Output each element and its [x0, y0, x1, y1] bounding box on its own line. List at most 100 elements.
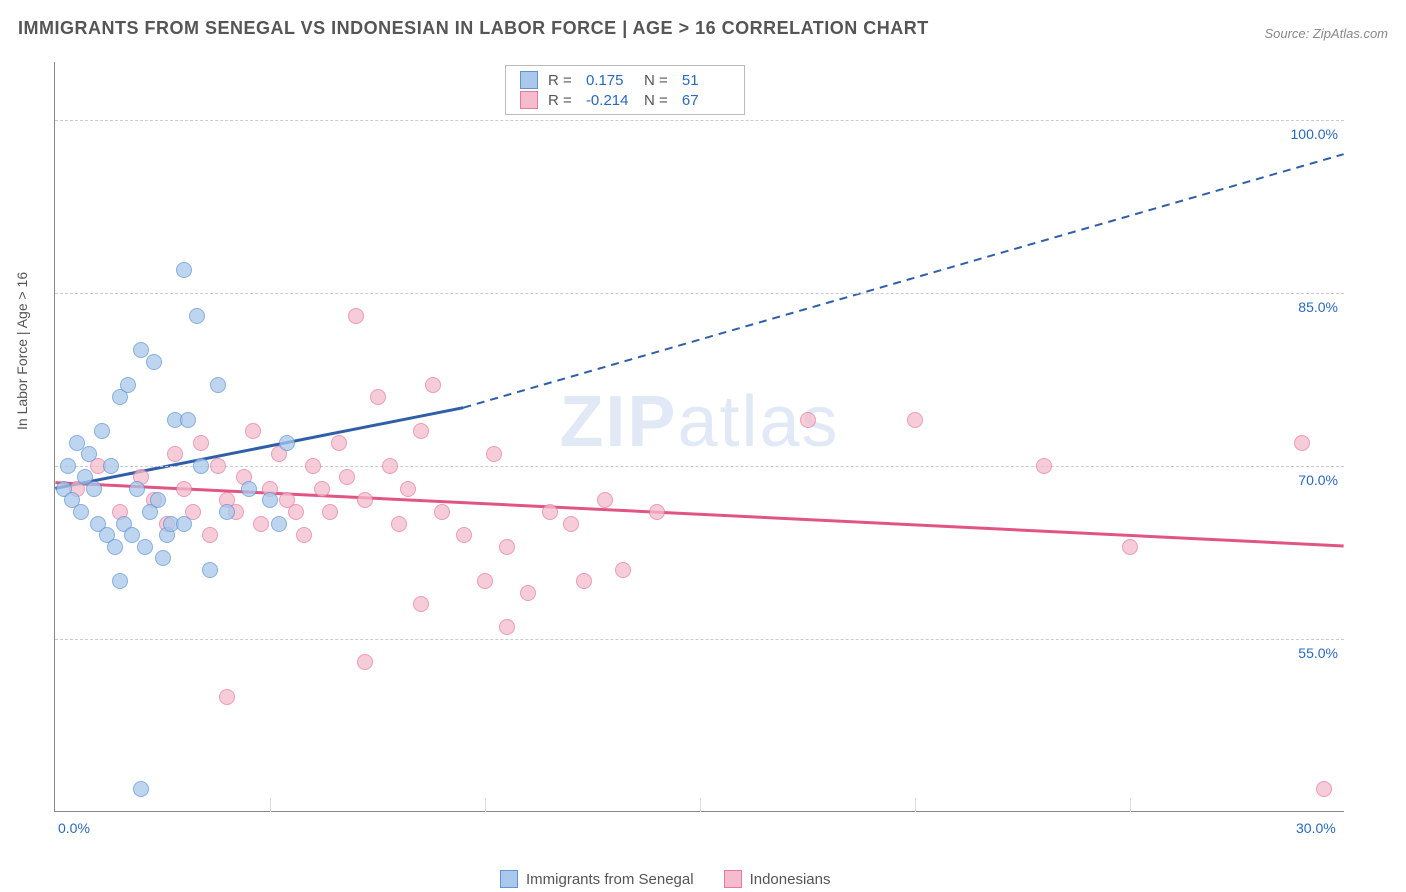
data-point-senegal — [60, 458, 76, 474]
data-point-indonesian — [563, 516, 579, 532]
data-point-indonesian — [219, 689, 235, 705]
data-point-indonesian — [456, 527, 472, 543]
chart-plot-area: ZIPatlas R = 0.175 N = 51 R = -0.214 N =… — [54, 62, 1344, 812]
data-point-senegal — [124, 527, 140, 543]
x-tick-mark — [485, 798, 486, 812]
legend: Immigrants from Senegal Indonesians — [500, 870, 830, 888]
data-point-senegal — [189, 308, 205, 324]
data-point-indonesian — [382, 458, 398, 474]
swatch-indonesian — [520, 91, 538, 109]
legend-label-senegal: Immigrants from Senegal — [526, 871, 694, 888]
data-point-senegal — [176, 262, 192, 278]
stats-row-senegal: R = 0.175 N = 51 — [520, 70, 730, 90]
data-point-indonesian — [615, 562, 631, 578]
x-tick-mark — [700, 798, 701, 812]
x-tick-mark — [1130, 798, 1131, 812]
data-point-senegal — [193, 458, 209, 474]
legend-item-indonesian: Indonesians — [724, 870, 831, 888]
grid-line-horizontal — [55, 639, 1344, 640]
data-point-senegal — [129, 481, 145, 497]
data-point-indonesian — [520, 585, 536, 601]
data-point-indonesian — [305, 458, 321, 474]
data-point-senegal — [73, 504, 89, 520]
y-tick-label: 100.0% — [1291, 126, 1338, 142]
data-point-indonesian — [176, 481, 192, 497]
data-point-indonesian — [391, 516, 407, 532]
legend-swatch-senegal — [500, 870, 518, 888]
n-value-senegal: 51 — [682, 72, 730, 89]
data-point-indonesian — [477, 573, 493, 589]
data-point-senegal — [133, 781, 149, 797]
data-point-senegal — [279, 435, 295, 451]
data-point-indonesian — [245, 423, 261, 439]
y-tick-label: 55.0% — [1298, 645, 1338, 661]
data-point-senegal — [86, 481, 102, 497]
legend-swatch-indonesian — [724, 870, 742, 888]
data-point-senegal — [202, 562, 218, 578]
data-point-senegal — [103, 458, 119, 474]
x-tick-label: 30.0% — [1296, 820, 1336, 836]
data-point-indonesian — [649, 504, 665, 520]
data-point-senegal — [155, 550, 171, 566]
data-point-indonesian — [542, 504, 558, 520]
x-tick-label: 0.0% — [58, 820, 90, 836]
data-point-senegal — [112, 573, 128, 589]
source-attribution: Source: ZipAtlas.com — [1264, 26, 1388, 41]
data-point-indonesian — [434, 504, 450, 520]
data-point-indonesian — [357, 654, 373, 670]
data-point-indonesian — [800, 412, 816, 428]
data-point-indonesian — [339, 469, 355, 485]
data-point-indonesian — [193, 435, 209, 451]
n-value-indonesian: 67 — [682, 92, 730, 109]
x-tick-mark — [915, 798, 916, 812]
data-point-indonesian — [576, 573, 592, 589]
data-point-indonesian — [425, 377, 441, 393]
data-point-senegal — [210, 377, 226, 393]
data-point-senegal — [262, 492, 278, 508]
data-point-indonesian — [202, 527, 218, 543]
data-point-indonesian — [357, 492, 373, 508]
r-value-indonesian: -0.214 — [586, 92, 634, 109]
data-point-indonesian — [370, 389, 386, 405]
data-point-senegal — [271, 516, 287, 532]
data-point-senegal — [81, 446, 97, 462]
grid-line-horizontal — [55, 466, 1344, 467]
data-point-senegal — [219, 504, 235, 520]
data-point-indonesian — [210, 458, 226, 474]
data-point-senegal — [150, 492, 166, 508]
data-point-indonesian — [907, 412, 923, 428]
y-tick-label: 85.0% — [1298, 299, 1338, 315]
data-point-senegal — [133, 342, 149, 358]
watermark: ZIPatlas — [559, 381, 839, 463]
data-point-indonesian — [486, 446, 502, 462]
stats-row-indonesian: R = -0.214 N = 67 — [520, 90, 730, 110]
data-point-indonesian — [597, 492, 613, 508]
data-point-senegal — [137, 539, 153, 555]
data-point-senegal — [176, 516, 192, 532]
data-point-indonesian — [253, 516, 269, 532]
swatch-senegal — [520, 71, 538, 89]
data-point-indonesian — [322, 504, 338, 520]
data-point-indonesian — [314, 481, 330, 497]
data-point-indonesian — [1316, 781, 1332, 797]
data-point-indonesian — [499, 539, 515, 555]
data-point-indonesian — [1036, 458, 1052, 474]
data-point-indonesian — [331, 435, 347, 451]
data-point-senegal — [120, 377, 136, 393]
data-point-indonesian — [348, 308, 364, 324]
data-point-senegal — [241, 481, 257, 497]
data-point-indonesian — [1122, 539, 1138, 555]
y-axis-label: In Labor Force | Age > 16 — [14, 272, 30, 430]
data-point-senegal — [180, 412, 196, 428]
data-point-indonesian — [1294, 435, 1310, 451]
data-point-indonesian — [296, 527, 312, 543]
data-point-senegal — [107, 539, 123, 555]
data-point-indonesian — [167, 446, 183, 462]
legend-item-senegal: Immigrants from Senegal — [500, 870, 694, 888]
grid-line-horizontal — [55, 293, 1344, 294]
data-point-indonesian — [400, 481, 416, 497]
correlation-stats-box: R = 0.175 N = 51 R = -0.214 N = 67 — [505, 65, 745, 115]
r-value-senegal: 0.175 — [586, 72, 634, 89]
x-tick-mark — [270, 798, 271, 812]
chart-title: IMMIGRANTS FROM SENEGAL VS INDONESIAN IN… — [18, 18, 929, 39]
